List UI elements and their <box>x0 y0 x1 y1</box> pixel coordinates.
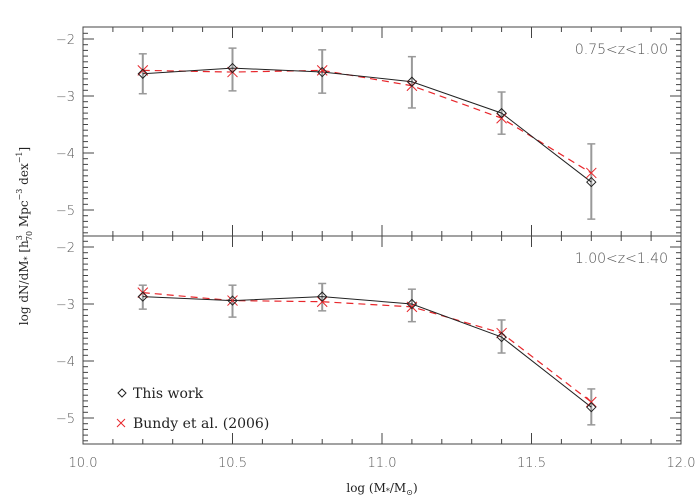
diamond-marker-icon <box>496 107 507 119</box>
legend-item-this-work: This work <box>117 386 204 402</box>
diamond-marker-icon <box>227 62 238 74</box>
y-axis-title: log dN/dM* [h370 Mpc−3 dex−1] <box>15 147 34 325</box>
cross-marker-icon <box>116 418 126 428</box>
y-tick-label: −5 <box>56 204 75 219</box>
y-tick-label: −4 <box>56 147 75 162</box>
this-work-line <box>142 67 592 183</box>
panel-redshift-label: 0.75<z<1.00 <box>575 42 668 58</box>
y-tick-label: −3 <box>56 298 75 313</box>
y-tick-label: −4 <box>56 355 75 370</box>
x-tick-label: 10.0 <box>69 456 98 471</box>
x-tick-label: 10.5 <box>218 456 247 471</box>
diamond-marker-icon <box>496 331 507 343</box>
diamond-marker-icon <box>316 66 328 78</box>
diamond-marker-icon <box>316 291 328 302</box>
plot-panels: −2 −3 −4 −5 0.75<z<1.00 −2 −3 −4 −5 1.00<z<1.40 <box>56 26 682 445</box>
cross-marker-icon <box>585 167 597 179</box>
legend-label-bundy: Bundy et al. (2006) <box>133 416 269 432</box>
diamond-marker-icon <box>227 295 238 306</box>
diamond-marker-icon <box>117 388 127 398</box>
diamond-marker-icon <box>137 291 149 302</box>
legend-item-bundy: Bundy et al. (2006) <box>116 416 269 432</box>
bundy-line <box>142 292 592 403</box>
y-tick-label: −5 <box>56 412 75 427</box>
x-tick-label: 11.5 <box>517 456 546 471</box>
panel-redshift-label: 1.00<z<1.40 <box>575 251 668 267</box>
legend: This work Bundy et al. (2006) <box>116 386 269 432</box>
x-tick-label: 11.0 <box>368 456 397 471</box>
x-axis-title: log (M*/M⊙) <box>346 481 417 497</box>
cross-marker-icon <box>227 295 238 306</box>
bundy-line <box>142 69 592 174</box>
y-tick-label: −2 <box>56 33 75 48</box>
diamond-marker-icon <box>406 76 418 87</box>
x-tick-label: 12.0 <box>667 456 696 471</box>
this-work-line <box>142 296 592 408</box>
legend-label-this-work: This work <box>133 386 204 402</box>
diamond-marker-icon <box>137 68 149 79</box>
diamond-marker-icon <box>586 401 597 413</box>
diamond-marker-icon <box>406 298 418 310</box>
panel-2: −2 −3 −4 −5 1.00<z<1.40 <box>56 235 682 445</box>
x-axis: 10.0 10.5 11.0 11.5 12.0 <box>69 456 696 471</box>
diamond-marker-icon <box>586 176 597 188</box>
y-tick-label: −2 <box>56 241 75 256</box>
panel-1: −2 −3 −4 −5 0.75<z<1.00 <box>56 26 682 237</box>
cross-marker-icon <box>137 64 149 76</box>
y-tick-label: −3 <box>56 90 75 105</box>
